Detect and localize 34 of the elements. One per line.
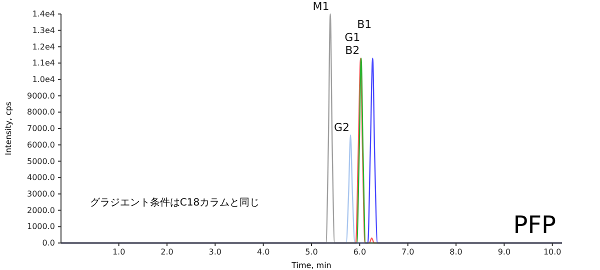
y-tick-label: 7000.0 <box>27 124 55 134</box>
y-tick-label: 3000.0 <box>27 189 55 198</box>
x-tick-label: 3.0 <box>208 248 222 257</box>
x-tick-label: 10.0 <box>543 248 562 257</box>
x-tick-label: 8.0 <box>450 248 462 257</box>
y-tick-label: 5000.0 <box>27 156 55 166</box>
x-tick-label: 6.0 <box>353 248 366 257</box>
y-tick-label: 1.3e4 <box>32 26 55 35</box>
annotation: PFP <box>513 211 556 239</box>
x-tick-label: 1.0 <box>112 248 126 257</box>
x-tick-label: 5.0 <box>305 248 318 257</box>
y-axis-title: Intensity, cps <box>4 102 13 156</box>
x-tick-label: 9.0 <box>498 248 511 257</box>
y-tick-label: 9000.0 <box>27 91 55 100</box>
text: B1 <box>357 18 372 32</box>
y-tick-label: 4000.0 <box>27 173 55 182</box>
y-tick-label: 8000.0 <box>27 108 55 117</box>
y-tick-label: 1.1e4 <box>32 58 55 68</box>
y-tick-label: 1.0e4 <box>32 74 55 84</box>
y-tick-label: 2000.0 <box>27 206 55 215</box>
y-tick-label: 1.2e4 <box>32 42 55 52</box>
series-label: G2 <box>334 121 350 134</box>
annotation: グラジエント条件はC18カラムと同じ <box>90 196 260 208</box>
y-tick-label: 0.0 <box>42 238 55 248</box>
x-axis-title: Time, min <box>290 261 332 270</box>
series-label: B2 <box>345 44 360 58</box>
x-tick-label: 7.0 <box>401 248 414 257</box>
y-tick-label: 6000.0 <box>27 140 55 150</box>
x-tick-label: 2.0 <box>160 248 174 257</box>
y-tick-label: 1.4e4 <box>32 10 55 19</box>
series-label: G1 <box>344 31 360 44</box>
y-tick-label: 1000.0 <box>27 222 55 232</box>
x-tick-label: 4.0 <box>256 248 270 257</box>
series-label: M1 <box>312 0 330 13</box>
